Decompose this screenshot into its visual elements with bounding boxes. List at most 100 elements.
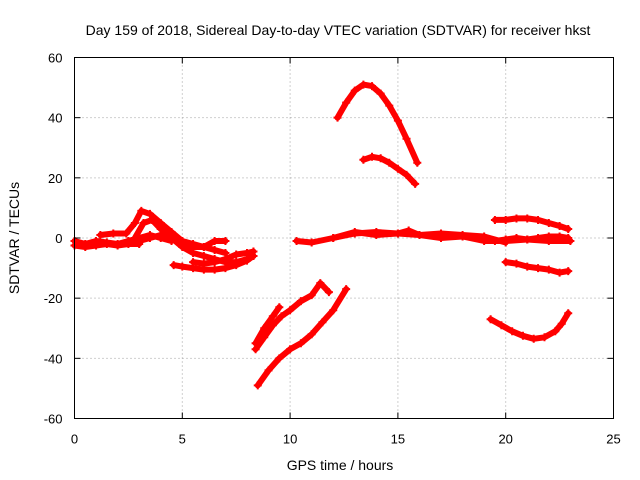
data-point [210,237,219,246]
data-point [342,98,351,107]
data-point [544,265,553,274]
data-point [268,321,277,330]
data-point [402,170,411,179]
data-point [210,258,219,267]
data-point [376,154,385,163]
data-point [529,334,538,343]
data-point [167,234,176,242]
data-point [501,258,510,267]
data-point [137,206,146,215]
data-point [564,267,573,276]
data-point [102,240,111,249]
data-point [544,218,553,227]
data-point [292,237,301,246]
data-point [385,158,394,167]
data-point [189,249,198,258]
x-tick-label: 25 [606,432,620,447]
data-point [372,227,381,236]
data-point [148,215,157,224]
y-tick-label: -40 [44,351,63,366]
data-point [402,134,411,143]
data-point [534,234,543,242]
series-arc-m [333,80,422,167]
y-tick-label: -60 [44,412,63,427]
x-tick-label: 5 [179,432,186,447]
data-point [534,264,543,273]
data-point [156,230,165,239]
data-point [350,229,359,238]
series-arc-q [501,258,573,277]
data-point [490,215,499,224]
y-tick-label: 60 [48,51,62,66]
data-point [199,252,208,261]
series-arc-e [135,230,230,258]
data-point [329,234,338,242]
data-point [350,86,359,95]
data-point [109,229,118,238]
data-point [555,268,564,277]
data-point [232,261,241,270]
data-point [544,232,553,241]
series-line [334,81,421,166]
data-point [96,230,105,239]
data-point [437,229,446,238]
data-point [316,279,325,288]
data-point [490,237,499,246]
y-tick-label: 0 [55,231,62,246]
data-point [564,224,573,233]
data-point [296,339,305,348]
chart-title: Day 159 of 2018, Sidereal Day-to-day VTE… [86,22,591,38]
series-arc-i [251,303,284,348]
data-point [523,214,532,223]
data-point [393,116,402,125]
data-point [376,89,385,98]
data-point [221,255,230,264]
data-point [210,265,219,274]
x-tick-label: 15 [391,432,405,447]
series-arc-b [70,240,144,252]
x-tick-label: 10 [283,432,297,447]
data-point [523,235,532,244]
data-point [145,209,154,218]
data-point [534,215,543,224]
series-arc-n [359,152,420,188]
data-point [242,249,251,258]
data-point [368,82,377,91]
data-point [564,234,573,242]
data-point [523,262,532,271]
y-tick-label: 20 [48,171,62,186]
data-point [178,237,187,246]
data-point [277,312,286,321]
data-point [385,101,394,110]
x-axis-label: GPS time / hours [287,457,394,473]
series-arc-p [490,232,573,246]
data-point [145,234,154,242]
data-point [368,152,377,161]
data-point [555,232,564,241]
data-point [92,241,101,250]
data-point [113,241,122,250]
data-point [221,264,230,273]
data-point [318,318,327,327]
data-point [178,262,187,271]
data-point [260,324,269,333]
series-line [252,304,283,347]
x-tick-label: 0 [71,432,78,447]
data-point [268,312,277,321]
data-point [189,258,198,267]
y-tick-label: 40 [48,111,62,126]
data-point [307,330,316,339]
data-point [139,218,148,227]
series-arc-r [486,309,573,343]
data-point [359,80,368,89]
data-point [307,238,316,247]
data-point [275,354,284,363]
data-point [540,333,549,342]
data-point [518,331,527,340]
data-point [275,303,284,312]
data-point [199,259,208,268]
data-point [413,158,422,167]
data-point [411,179,420,188]
data-point [342,285,351,294]
data-point [324,288,333,297]
